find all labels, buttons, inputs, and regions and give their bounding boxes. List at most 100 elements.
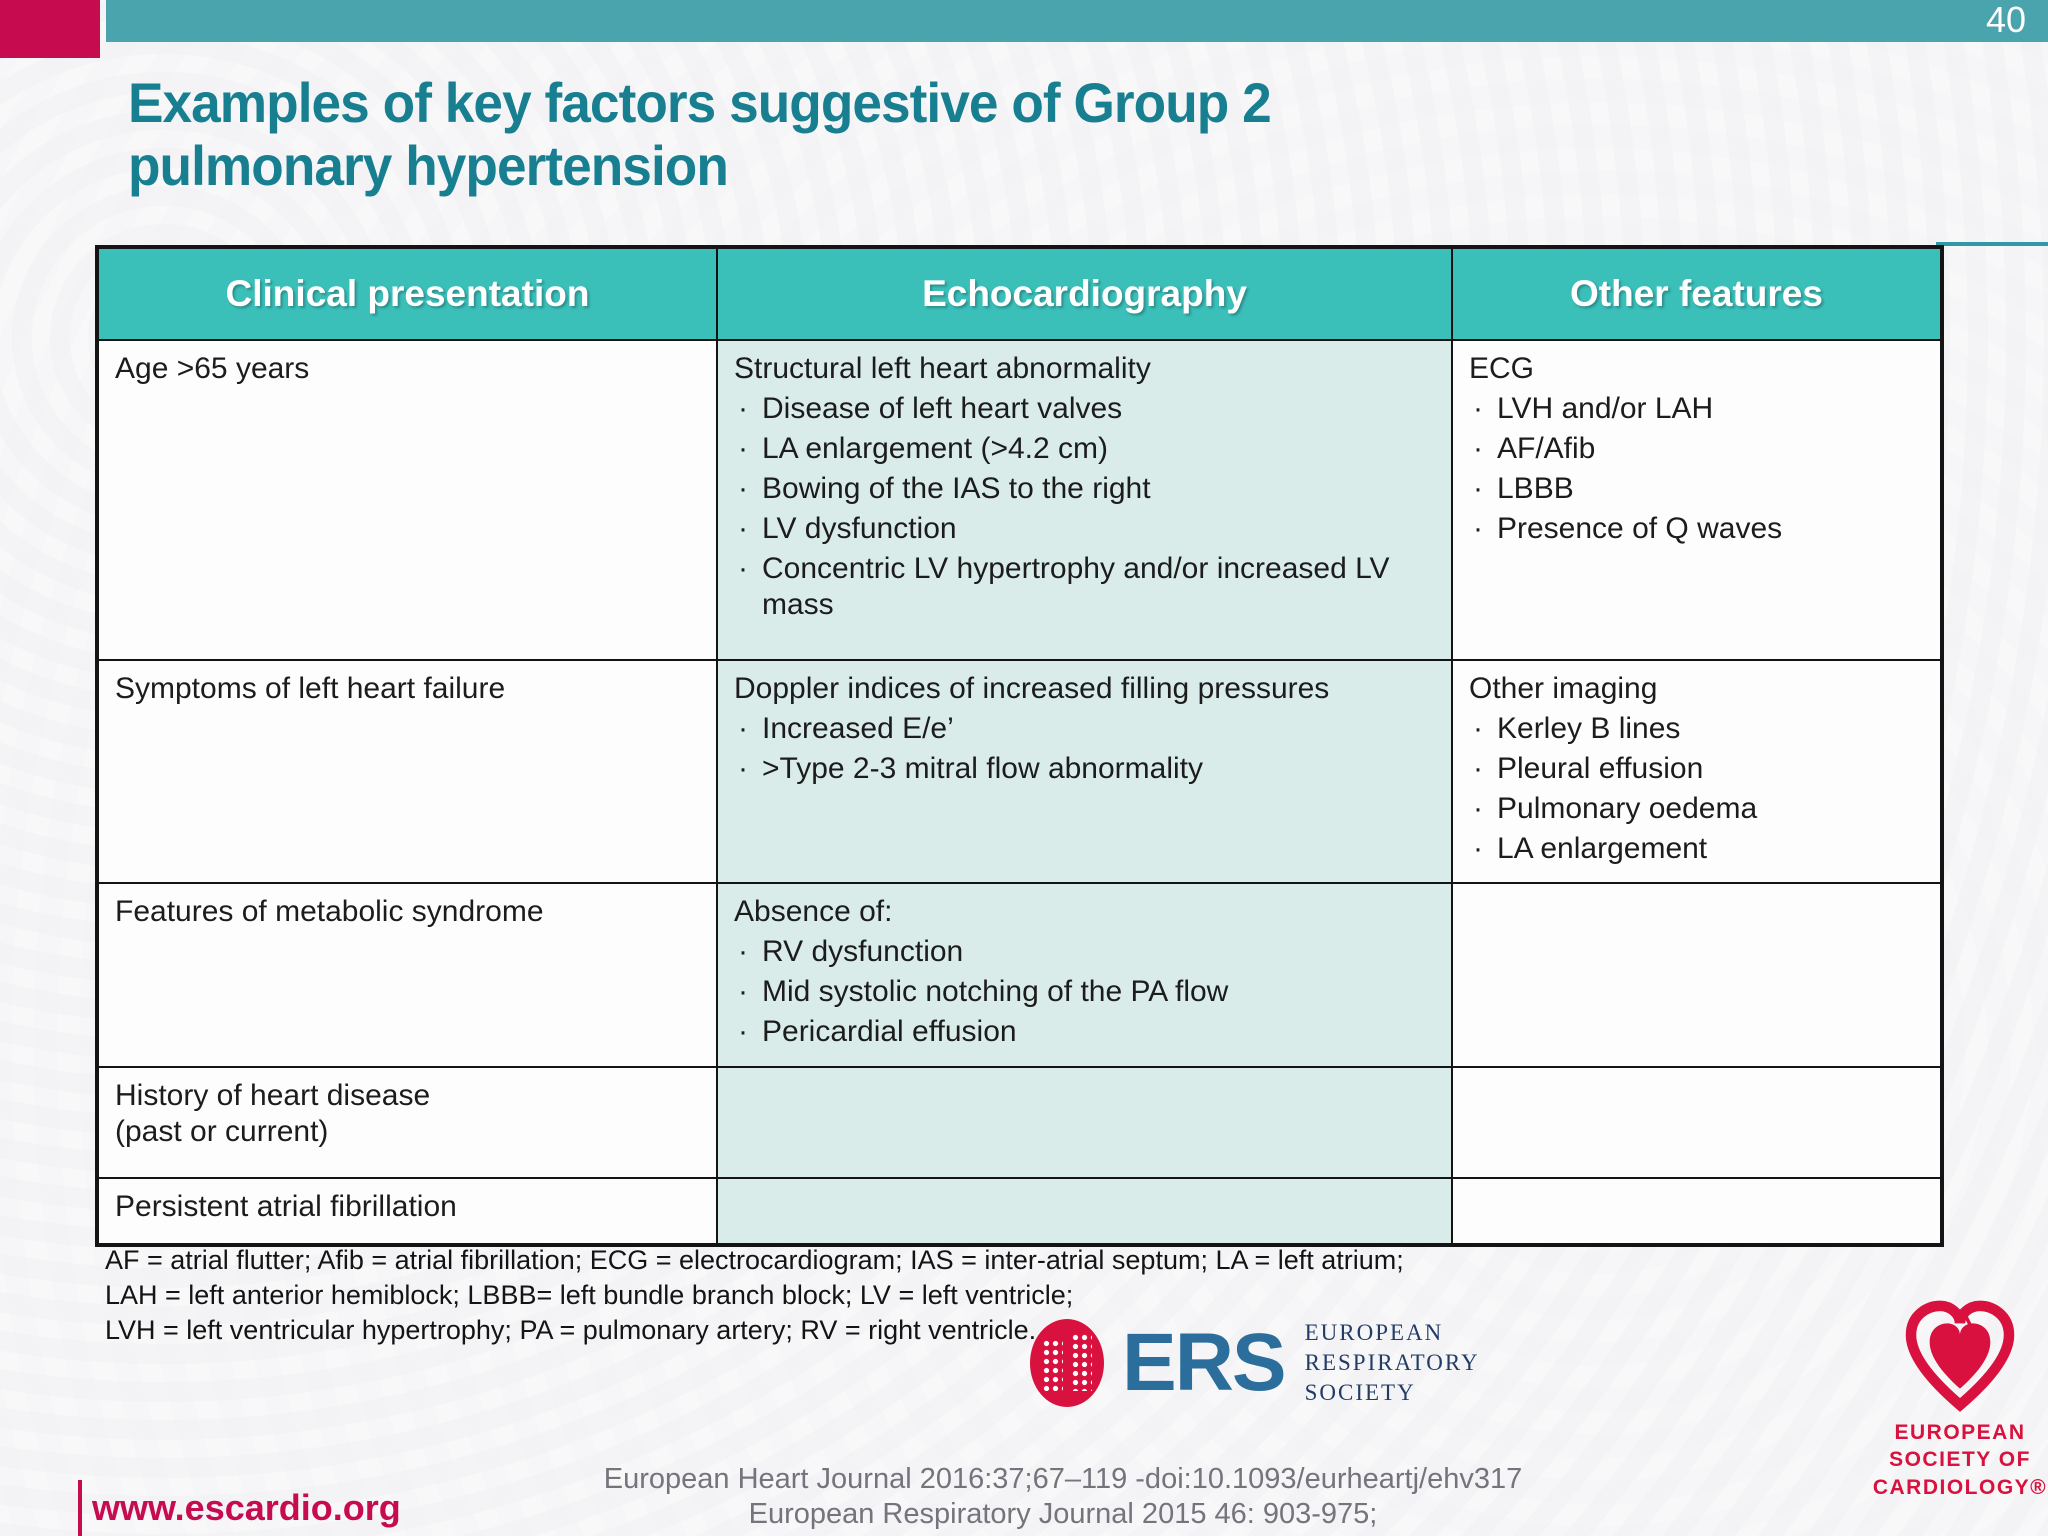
cell-lead-text: ECG xyxy=(1469,352,1535,385)
bullet-text: Pleural effusion xyxy=(1497,752,1704,785)
footnote-line: AF = atrial flutter; Afib = atrial fibri… xyxy=(105,1245,1404,1275)
bullet-dot-icon: · xyxy=(1473,712,1483,745)
bullet-text: Pericardial effusion xyxy=(762,1015,1017,1048)
bullet-dot-icon: · xyxy=(1473,432,1483,465)
esc-name-line: EUROPEAN xyxy=(1894,1421,2026,1444)
bullet-item: · Presence of Q waves xyxy=(1469,511,1924,547)
bullet-text: RV dysfunction xyxy=(762,935,964,968)
ers-society-name: EUROPEAN RESPIRATORY SOCIETY xyxy=(1305,1318,1480,1408)
esc-name-line: SOCIETY OF xyxy=(1889,1448,2031,1472)
bullet-item: · RV dysfunction xyxy=(734,934,1435,970)
page-title: Examples of key factors suggestive of Gr… xyxy=(128,71,1791,197)
bullet-dot-icon: · xyxy=(1473,392,1483,425)
table-row: Age >65 years Structural left heart abnor… xyxy=(96,339,1943,661)
bullet-item: · Disease of left heart valves xyxy=(734,391,1435,427)
bullet-text: Kerley B lines xyxy=(1497,712,1681,745)
page-number: 40 xyxy=(1985,0,2026,40)
bullet-item: · Concentric LV hypertrophy and/or increa… xyxy=(734,551,1435,623)
bullet-dot-icon: · xyxy=(1473,512,1483,545)
citation-line2: European Respiratory Journal 2015 46: 90… xyxy=(748,1497,1378,1530)
bullet-item: · Pulmonary oedema xyxy=(1469,791,1924,827)
table-header-row: Clinical presentation Echocardiography O… xyxy=(96,246,1943,341)
top-rule-line xyxy=(1936,242,2048,246)
page-title-line1: Examples of key factors suggestive of Gr… xyxy=(128,71,1272,134)
esc-society-name: EUROPEAN SOCIETY OF CARDIOLOGY® xyxy=(1872,1419,2048,1501)
other-features-cell: Other imaging · Kerley B lines · Pleural eff… xyxy=(1451,659,1943,884)
abbreviations-footnote: AF = atrial flutter; Afib = atrial fibri… xyxy=(105,1243,1525,1348)
table-row: History of heart disease (past or curren… xyxy=(96,1066,1943,1179)
bullet-text: LV dysfunction xyxy=(762,512,957,545)
other-features-cell xyxy=(1451,1066,1943,1179)
bullet-item: · Bowing of the IAS to the right xyxy=(734,471,1435,507)
cell-lead-text: Other imaging xyxy=(1469,672,1658,705)
bullet-text: >Type 2-3 mitral flow abnormality xyxy=(762,752,1204,785)
top-banner xyxy=(106,0,2048,42)
ers-abbr: ERS xyxy=(1122,1316,1287,1408)
echocardiography-cell xyxy=(716,1066,1453,1179)
bullet-dot-icon: · xyxy=(1473,832,1483,865)
bullet-item: · Kerley B lines xyxy=(1469,711,1924,747)
bullet-item: · Pleural effusion xyxy=(1469,751,1924,787)
bullet-item: · Increased E/e’ xyxy=(734,711,1435,747)
bullet-dot-icon: · xyxy=(738,472,748,505)
footnote-line: LAH = left anterior hemiblock; LBBB= lef… xyxy=(105,1280,1074,1311)
ers-logo: ERS EUROPEAN RESPIRATORY SOCIETY xyxy=(1030,1318,1480,1408)
bullet-text: Pulmonary oedema xyxy=(1497,792,1758,825)
key-factors-table: Clinical presentation Echocardiography O… xyxy=(95,245,1944,1247)
bullet-dot-icon: · xyxy=(1473,792,1483,825)
footnote-line: LVH = left ventricular hypertrophy; PA =… xyxy=(105,1315,1037,1346)
column-header-echocardiography: Echocardiography xyxy=(716,246,1453,341)
bullet-item: · Pericardial effusion xyxy=(734,1014,1435,1050)
cell-lead-text: Structural left heart abnormality xyxy=(734,352,1151,385)
other-features-cell xyxy=(1451,1177,1943,1246)
clinical-presentation-cell: Features of metabolic syndrome xyxy=(96,882,718,1068)
bullet-item: · Mid systolic notching of the PA flow xyxy=(734,974,1435,1010)
clinical-presentation-cell: Symptoms of left heart failure xyxy=(96,659,718,884)
table-row: Persistent atrial fibrillation xyxy=(96,1177,1943,1246)
echocardiography-cell: Doppler indices of increased filling pre… xyxy=(716,659,1453,884)
column-header-other-features: Other features xyxy=(1451,246,1943,341)
clinical-presentation-cell: Persistent atrial fibrillation xyxy=(96,1177,718,1246)
bullet-dot-icon: · xyxy=(738,935,748,968)
page-title-line2: pulmonary hypertension xyxy=(128,133,729,197)
bullet-item: · AF/Afib xyxy=(1469,431,1924,467)
clinical-presentation-cell: Age >65 years xyxy=(96,339,718,661)
bullet-text: LBBB xyxy=(1497,472,1574,505)
bullet-text: LA enlargement xyxy=(1497,832,1708,865)
bullet-text: LA enlargement (>4.2 cm) xyxy=(762,432,1109,465)
bullet-item: · LBBB xyxy=(1469,471,1924,507)
bullet-dot-icon: · xyxy=(738,752,748,785)
bullet-item: · LA enlargement xyxy=(1469,831,1924,867)
citations: European Heart Journal 2016:37;67–119 -d… xyxy=(430,1462,1696,1532)
ers-lungs-icon xyxy=(1030,1318,1104,1407)
cell-lead-text: Absence of: xyxy=(734,895,893,928)
table-body: Age >65 years Structural left heart abnor… xyxy=(96,339,1943,1246)
corner-accent-square xyxy=(0,0,100,58)
bullet-text: AF/Afib xyxy=(1497,432,1596,465)
esc-heart-icon xyxy=(1905,1300,2015,1412)
clinical-presentation-cell: History of heart disease (past or curren… xyxy=(96,1066,718,1179)
website-link[interactable]: www.escardio.org xyxy=(92,1487,401,1528)
bullet-dot-icon: · xyxy=(738,1015,748,1048)
bullet-dot-icon: · xyxy=(738,392,748,425)
bullet-dot-icon: · xyxy=(738,975,748,1008)
other-features-cell: ECG · LVH and/or LAH · AF/Afib · LBBB · Presence… xyxy=(1451,339,1943,661)
echocardiography-cell: Absence of: · RV dysfunction · Mid systolic … xyxy=(716,882,1453,1068)
bullet-dot-icon: · xyxy=(738,552,748,585)
ers-name-line: RESPIRATORY xyxy=(1304,1349,1480,1375)
esc-logo: EUROPEAN SOCIETY OF CARDIOLOGY® xyxy=(1872,1300,2048,1501)
bullet-item: · >Type 2-3 mitral flow abnormality xyxy=(734,751,1435,787)
bullet-text: Increased E/e’ xyxy=(762,712,954,745)
bullet-text: Concentric LV hypertrophy and/or increas… xyxy=(762,552,1390,621)
bullet-dot-icon: · xyxy=(1473,752,1483,785)
bullet-item: · LVH and/or LAH xyxy=(1469,391,1924,427)
echocardiography-cell xyxy=(716,1177,1453,1246)
bullet-dot-icon: · xyxy=(738,512,748,545)
bullet-dot-icon: · xyxy=(738,432,748,465)
ers-name-line: SOCIETY xyxy=(1304,1379,1416,1405)
bullet-text: Presence of Q waves xyxy=(1497,512,1783,545)
ers-name-line: EUROPEAN xyxy=(1304,1320,1444,1345)
bullet-text: LVH and/or LAH xyxy=(1497,392,1714,425)
cell-lead-text: Doppler indices of increased filling pre… xyxy=(734,672,1330,705)
table-row: Symptoms of left heart failure Doppler in… xyxy=(96,659,1943,884)
